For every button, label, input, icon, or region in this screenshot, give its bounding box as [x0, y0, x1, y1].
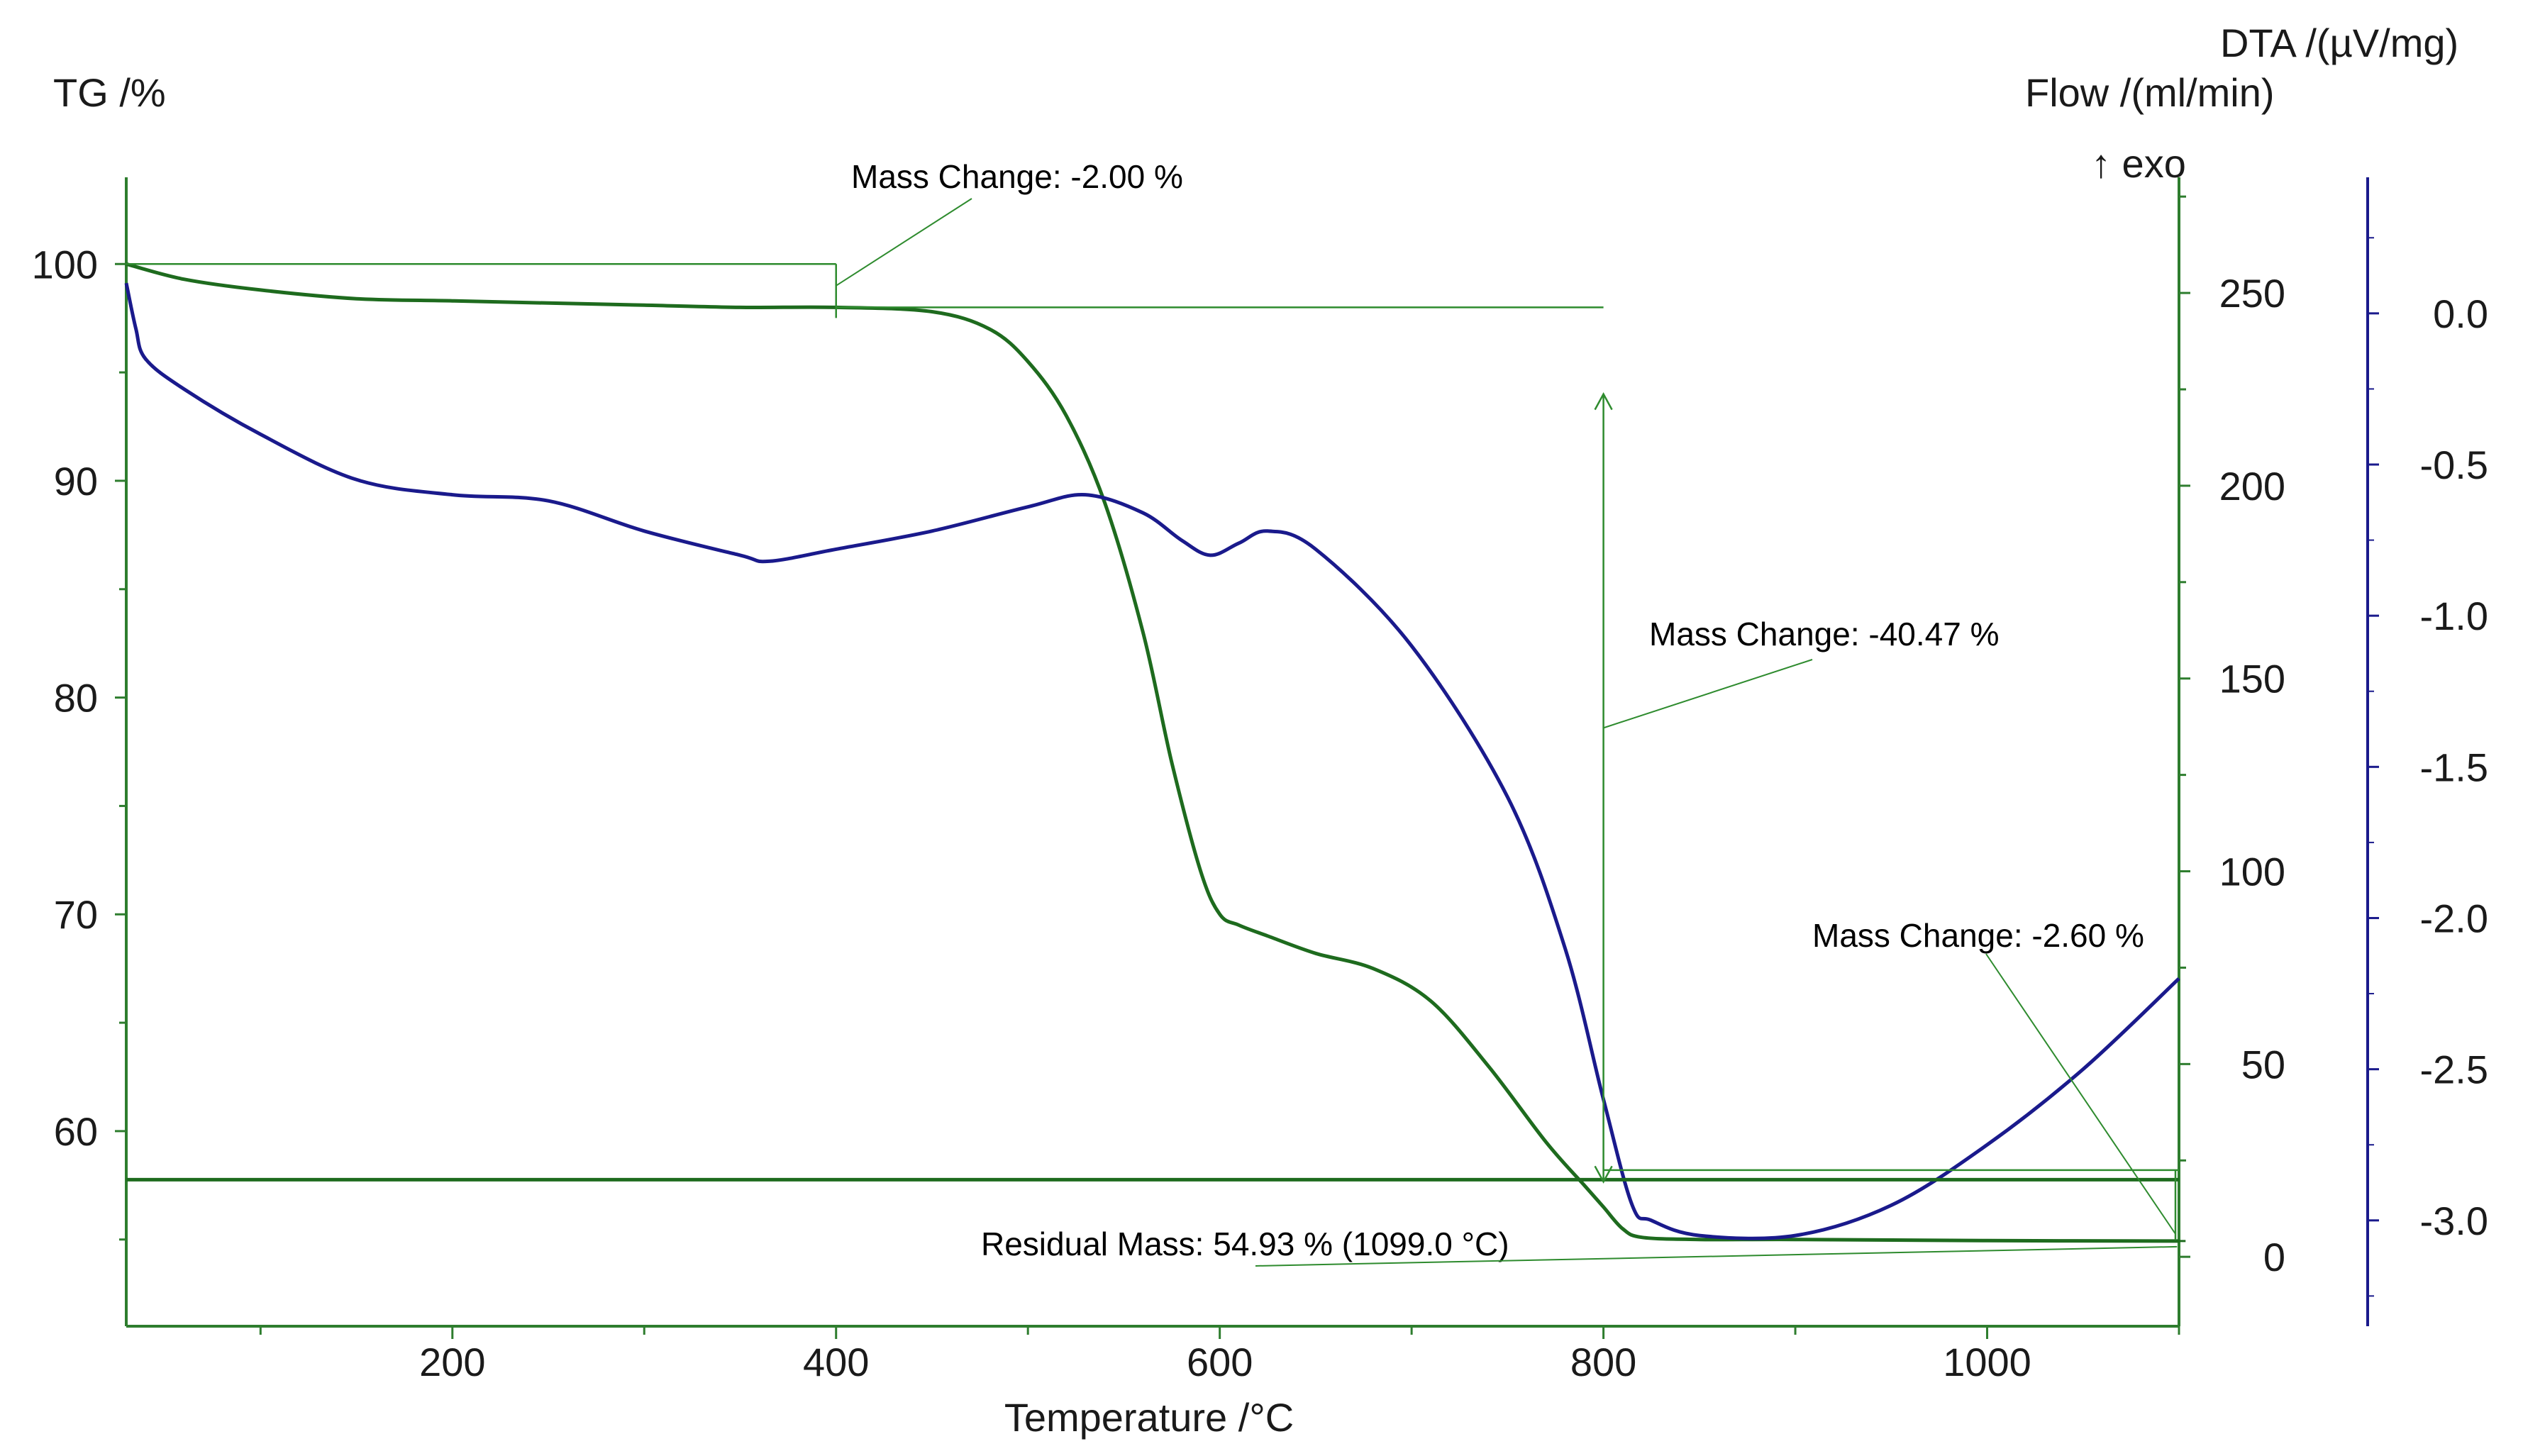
y-dta-tick-label: -2.0 [2420, 896, 2489, 940]
y-dta-tick-label: -1.0 [2420, 594, 2489, 638]
y-left-tick-label: 100 [32, 242, 98, 287]
annotation-residual-leader [1255, 1245, 2178, 1267]
annotation-2-arrowhead-top [1594, 392, 1613, 411]
x-tick-label: 1000 [1943, 1340, 2031, 1384]
annotation-mass-change-1: Mass Change: -2.00 % [851, 158, 1183, 195]
y-flow-tick-label: 200 [2219, 464, 2285, 509]
x-tick-label: 800 [1570, 1340, 1636, 1384]
tg-series-line [126, 262, 2180, 1243]
annotation-2-leader [1603, 659, 1813, 729]
x-tick-label: 600 [1187, 1340, 1253, 1384]
annotation-2-arrowhead-bottom [1594, 1165, 1613, 1184]
y-axis-dta-title: DTA /(µV/mg) [2220, 21, 2458, 65]
annotation-mass-change-3: Mass Change: -2.60 % [1812, 917, 2144, 954]
annotation-3-leader [1985, 953, 2176, 1235]
y-flow-tick-label: 150 [2219, 657, 2285, 701]
plot-layer: 200 400 600 800 1000607080901000501001502002… [32, 177, 2488, 1384]
y-flow-tick-label: 50 [2241, 1042, 2285, 1087]
x-tick-label: 200 [419, 1340, 485, 1384]
y-flow-tick-label: 0 [2263, 1235, 2285, 1279]
y-dta-tick-label: 0.0 [2433, 291, 2488, 336]
y-left-tick-label: 80 [54, 676, 98, 721]
y-axis-flow-title: Flow /(ml/min) [2025, 70, 2275, 115]
y-dta-tick-label: -1.5 [2420, 745, 2489, 789]
y-dta-tick-label: -3.0 [2420, 1199, 2489, 1243]
y-flow-tick-label: 250 [2219, 271, 2285, 316]
annotation-1-leader [836, 198, 972, 287]
y-dta-tick-label: -2.5 [2420, 1047, 2489, 1092]
x-axis-title: Temperature /°C [1004, 1395, 1294, 1440]
x-tick-label: 400 [803, 1340, 869, 1384]
y-axis-left-title: TG /% [53, 70, 166, 115]
y-left-tick-label: 70 [54, 892, 98, 937]
exo-marker: ↑ exo [2091, 141, 2186, 186]
dta-series-line [124, 282, 2180, 1240]
y-left-tick-label: 90 [54, 459, 98, 504]
annotation-residual-mass: Residual Mass: 54.93 % (1099.0 °C) [981, 1226, 1509, 1262]
y-left-tick-label: 60 [54, 1109, 98, 1154]
y-dta-tick-label: -0.5 [2420, 443, 2489, 487]
y-flow-tick-label: 100 [2219, 850, 2285, 894]
annotation-mass-change-2: Mass Change: -40.47 % [1649, 616, 2000, 652]
